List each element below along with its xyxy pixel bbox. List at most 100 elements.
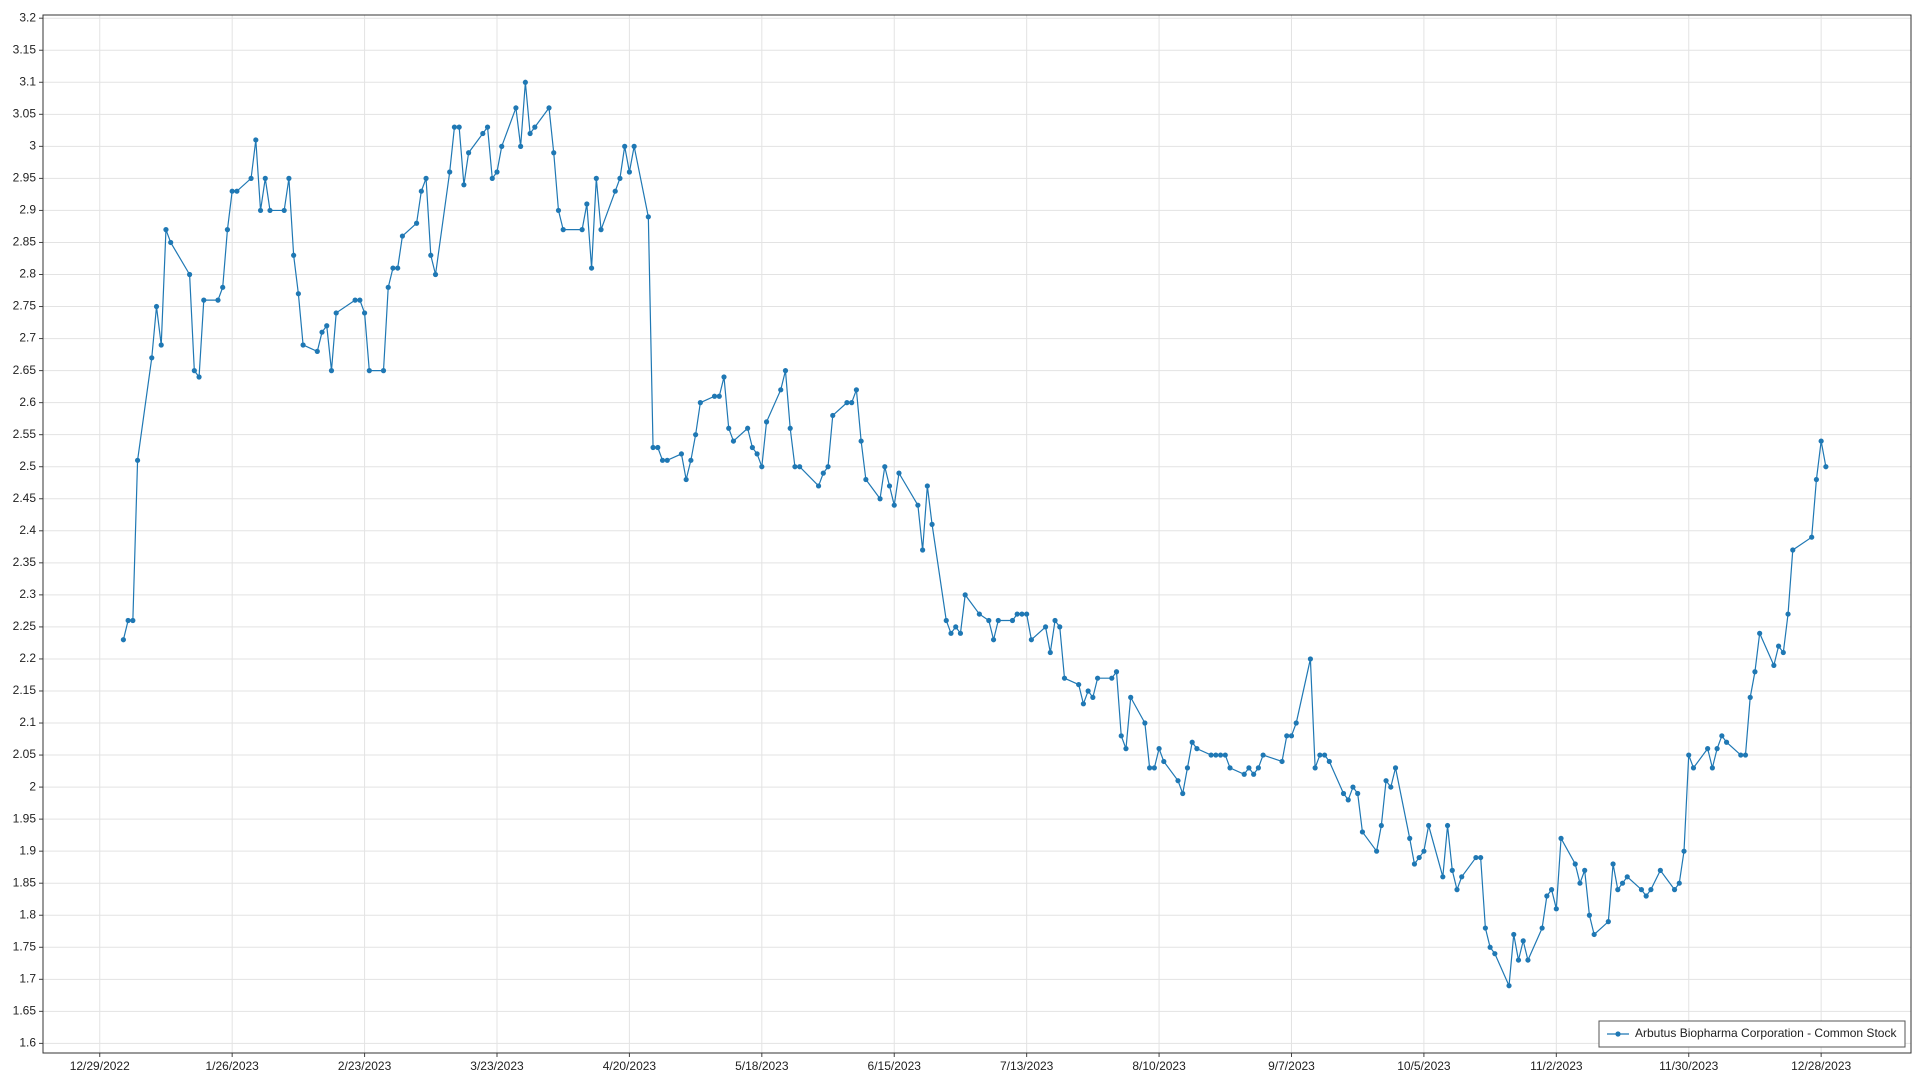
data-point <box>328 368 335 374</box>
data-point <box>319 329 325 335</box>
y-tick-label: 2.05 <box>13 747 37 761</box>
data-point <box>1255 765 1261 771</box>
data-point <box>1042 624 1049 630</box>
data-point <box>1775 643 1782 649</box>
data-point <box>1426 822 1432 829</box>
x-tick-label: 2/23/2023 <box>338 1059 392 1073</box>
data-point <box>191 368 197 374</box>
data-point <box>584 201 590 207</box>
data-point <box>361 310 368 316</box>
data-point <box>1738 752 1744 758</box>
data-point <box>626 169 633 175</box>
data-point <box>953 624 959 630</box>
data-point <box>1709 765 1715 771</box>
data-point <box>1686 752 1692 758</box>
data-point <box>1340 790 1347 797</box>
data-point <box>995 617 1001 624</box>
data-point <box>300 342 306 348</box>
y-tick-label: 1.9 <box>19 843 36 857</box>
data-point <box>1090 694 1096 700</box>
data-point <box>1175 778 1181 784</box>
y-tick-label: 1.8 <box>19 907 36 921</box>
data-point <box>1823 464 1829 470</box>
y-tick-label: 2.65 <box>13 363 37 377</box>
data-point <box>1416 854 1422 861</box>
data-point <box>1161 758 1167 765</box>
data-point <box>380 368 387 374</box>
data-point <box>1307 656 1314 662</box>
data-point <box>158 342 164 348</box>
data-point <box>943 617 949 624</box>
data-point <box>1444 822 1451 829</box>
data-point <box>1586 912 1593 918</box>
y-tick-label: 1.75 <box>13 939 37 953</box>
data-point <box>721 374 727 380</box>
data-point <box>716 393 722 399</box>
data-point <box>1094 675 1101 681</box>
data-point <box>1548 887 1555 893</box>
data-point <box>1052 617 1058 624</box>
data-point <box>1378 822 1384 829</box>
data-point <box>357 297 363 303</box>
data-point <box>447 169 453 175</box>
data-point <box>1605 919 1611 925</box>
data-point <box>428 252 434 258</box>
data-point <box>423 175 429 181</box>
data-point <box>1317 752 1323 758</box>
data-point <box>825 464 831 470</box>
data-point <box>782 368 789 374</box>
y-tick-label: 2 <box>29 779 36 793</box>
data-point <box>598 227 604 233</box>
data-point <box>418 188 424 194</box>
data-point <box>957 630 964 636</box>
data-point <box>1345 797 1351 803</box>
data-point <box>484 124 491 130</box>
data-point <box>929 521 935 527</box>
y-tick-label: 2.75 <box>13 299 37 313</box>
data-point <box>1657 867 1663 873</box>
data-point <box>1723 739 1730 745</box>
data-point <box>518 143 524 149</box>
data-point <box>499 143 505 149</box>
x-tick-label: 11/2/2023 <box>1530 1059 1583 1073</box>
data-point <box>229 188 235 194</box>
data-point <box>1241 771 1247 777</box>
data-point <box>1109 675 1115 681</box>
y-tick-label: 2.85 <box>13 235 37 249</box>
data-point <box>1515 957 1522 963</box>
data-point <box>896 470 902 476</box>
data-point <box>1085 688 1091 694</box>
data-point <box>1213 752 1219 758</box>
data-point <box>220 284 226 290</box>
data-point <box>1643 893 1649 899</box>
y-tick-label: 2.95 <box>13 171 37 185</box>
data-point <box>1747 694 1753 700</box>
y-tick-label: 2.25 <box>13 619 37 633</box>
data-point <box>1705 746 1711 752</box>
data-point <box>915 502 921 508</box>
data-point <box>1577 880 1583 886</box>
data-point <box>1771 662 1777 668</box>
data-point <box>1312 765 1318 771</box>
data-point <box>1813 476 1820 483</box>
data-point <box>385 284 391 290</box>
data-point <box>1478 854 1484 861</box>
data-point <box>201 297 207 303</box>
y-tick-label: 2.35 <box>13 555 37 569</box>
y-tick-label: 1.7 <box>19 971 36 985</box>
data-point <box>262 175 268 181</box>
data-point <box>163 227 169 233</box>
data-point <box>1279 758 1285 765</box>
y-tick-label: 2.4 <box>19 523 36 537</box>
x-tick-label: 11/30/2023 <box>1659 1059 1718 1073</box>
data-point <box>224 227 231 233</box>
data-point <box>1492 951 1498 957</box>
data-point <box>1222 752 1228 758</box>
data-point <box>153 303 160 310</box>
data-point <box>579 227 585 233</box>
data-point <box>513 105 519 111</box>
data-point <box>820 470 826 476</box>
x-tick-label: 1/26/2023 <box>205 1059 259 1073</box>
data-point <box>1288 733 1295 739</box>
data-point <box>1818 438 1824 444</box>
